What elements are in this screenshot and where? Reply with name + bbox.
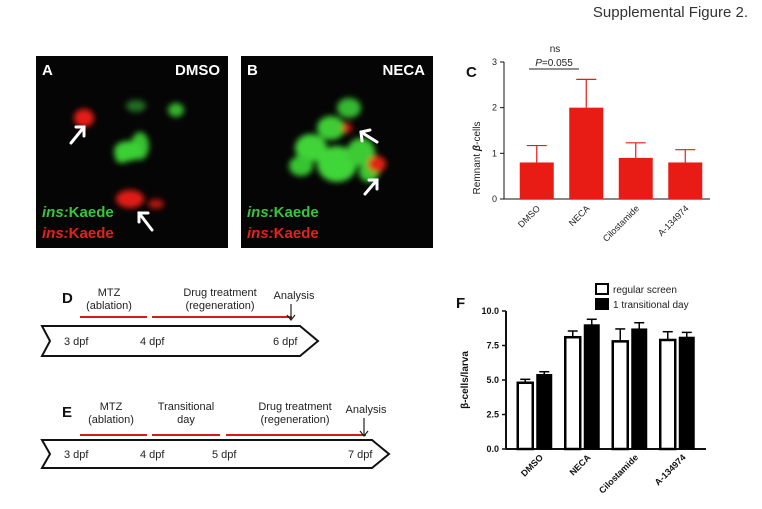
f-bar <box>659 338 677 451</box>
c-ytick-label: 3 <box>492 57 497 67</box>
timeline-e: 3 dpf 4 dpf 5 dpf 7 dpf <box>40 418 391 469</box>
chart-f: 0.0 2.5 5.0 7.5 10.0 DMSO NECA Cilostamide A-13… <box>460 283 706 495</box>
c-ylabel: Remnant β-cells <box>472 122 483 195</box>
f-bar <box>631 328 648 450</box>
f-ytick-label: 7.5 <box>486 341 499 351</box>
e-tick-4: 7 dpf <box>348 449 373 461</box>
e-tick-3: 5 dpf <box>212 449 237 461</box>
e-mtz-label: MTZ (ablation) <box>88 401 134 426</box>
panel-b-green-label: ins:Kaede <box>247 204 319 221</box>
f-bar <box>564 335 582 451</box>
panel-a-green-label: ins:Kaede <box>42 204 114 221</box>
f-category-label: NECA <box>568 452 593 477</box>
f-legend-swatch <box>595 298 609 310</box>
d-tick-3: 6 dpf <box>273 336 298 348</box>
f-bar <box>678 336 695 450</box>
d-tick-1: 3 dpf <box>64 336 89 348</box>
e-analysis-arrow <box>359 418 369 437</box>
c-ytick-label: 2 <box>492 103 497 113</box>
f-category-label: Cilostamide <box>597 452 640 495</box>
f-bar <box>536 373 553 450</box>
f-ylabel: β-cells/larva <box>460 351 471 409</box>
panel-a-letter: A <box>42 62 53 79</box>
micrograph-panel-a: A DMSO ins:Kaede ins:Kaede <box>36 56 228 248</box>
f-legend-label: regular screen <box>613 285 677 296</box>
e-tick-2: 4 dpf <box>140 449 165 461</box>
d-mtz-label: MTZ (ablation) <box>86 287 132 312</box>
panel-e-letter: E <box>62 404 73 421</box>
f-bar <box>583 324 600 450</box>
panel-b-letter: B <box>247 62 258 79</box>
c-sig-p: P=0.055 <box>535 58 573 69</box>
micrograph-b-image <box>289 98 386 196</box>
c-bar <box>618 157 653 199</box>
c-category-label: A-134974 <box>656 203 691 238</box>
e-tick-1: 3 dpf <box>64 449 89 461</box>
panel-b-red-label: ins:Kaede <box>247 225 319 242</box>
c-bar <box>569 107 604 199</box>
timeline-d: 3 dpf 4 dpf 6 dpf <box>40 304 320 357</box>
f-legend-label: 1 transitional day <box>613 300 689 311</box>
chart-c: 0 1 2 3 DMSO NECA Cilostamide A-134974 ns P=0.… <box>472 44 710 244</box>
f-category-label: A-134974 <box>653 452 688 487</box>
c-ytick-label: 1 <box>492 148 497 158</box>
d-analysis-arrow <box>286 304 296 321</box>
d-tick-2: 4 dpf <box>140 336 165 348</box>
f-bar <box>516 381 534 451</box>
f-ytick-label: 10.0 <box>481 306 499 316</box>
micrograph-panel-b: B NECA ins:Kaede ins:Kaede <box>241 56 433 248</box>
panel-b-condition: NECA <box>382 62 425 79</box>
f-category-label: DMSO <box>519 452 545 478</box>
figure-title: Supplemental Figure 2. <box>592 4 748 21</box>
c-bar <box>519 162 554 199</box>
f-bar <box>611 340 629 451</box>
e-timeline-arrow <box>40 439 391 469</box>
f-legend-swatch <box>595 283 609 295</box>
c-bar <box>668 162 703 199</box>
c-category-label: DMSO <box>516 203 542 229</box>
c-category-label: Cilostamide <box>601 203 641 243</box>
micrograph-a-image <box>69 100 184 232</box>
d-timeline-arrow <box>40 325 320 357</box>
f-ytick-label: 0.0 <box>486 444 499 454</box>
e-analysis-label: Analysis <box>345 404 387 416</box>
panel-a-red-label: ins:Kaede <box>42 225 114 242</box>
c-category-label: NECA <box>567 203 592 228</box>
panel-f-letter: F <box>456 295 466 312</box>
panel-a-condition: DMSO <box>175 62 220 79</box>
c-ytick-label: 0 <box>492 194 497 204</box>
e-transitional-label: Transitional day <box>157 401 215 426</box>
d-analysis-label: Analysis <box>273 290 315 302</box>
e-drug-label: Drug treatment (regeneration) <box>258 401 332 426</box>
c-sig-ns: ns <box>550 44 561 55</box>
panel-d-letter: D <box>62 290 73 307</box>
panel-c-letter: C <box>466 64 477 81</box>
f-ytick-label: 5.0 <box>486 375 499 385</box>
d-drug-label: Drug treatment (regeneration) <box>183 287 257 312</box>
f-ytick-label: 2.5 <box>486 410 499 420</box>
